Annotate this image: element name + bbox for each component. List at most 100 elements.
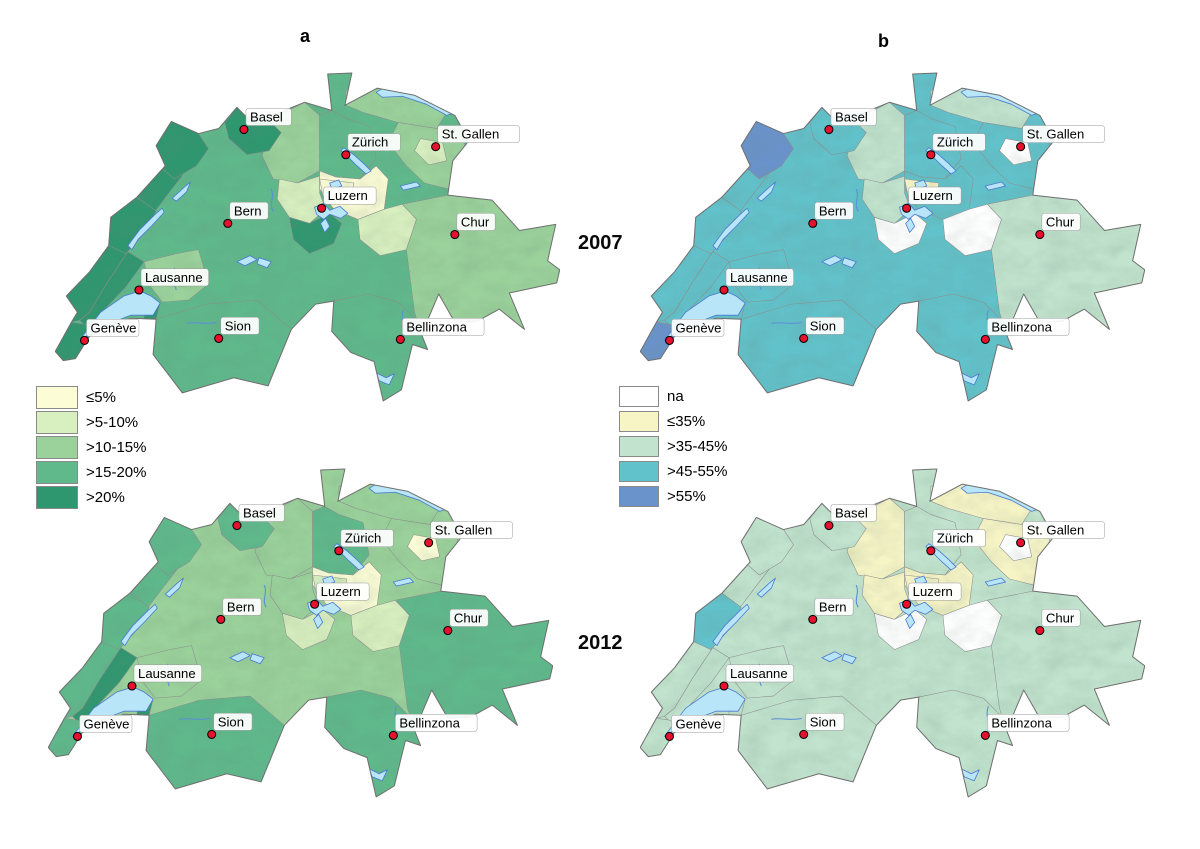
city-markers: Basel Zürich St. Gallen Luzern Bern Chur Lausa… bbox=[664, 504, 1105, 741]
city-label-box bbox=[932, 529, 986, 547]
city-label-box bbox=[1041, 609, 1081, 627]
city-label-box bbox=[1022, 125, 1105, 143]
legend-row: >35-45% bbox=[619, 435, 727, 458]
city-label: Sion bbox=[218, 714, 244, 729]
city-label-box bbox=[908, 186, 962, 205]
city-label-box bbox=[140, 268, 209, 287]
city-markers: Basel Zürich St. Gallen Luzern Bern Chur Lausa… bbox=[664, 108, 1105, 345]
city-label: Chur bbox=[1046, 610, 1075, 625]
city-label: Bellinzona bbox=[991, 319, 1052, 334]
city-dot bbox=[388, 730, 398, 740]
panel-label-a: a bbox=[300, 26, 311, 46]
city-label: Bellinzona bbox=[399, 715, 460, 730]
city-label: Bellinzona bbox=[406, 319, 467, 334]
city-label: Genève bbox=[676, 320, 722, 335]
city-dot bbox=[719, 285, 729, 295]
city-label-box bbox=[213, 712, 253, 731]
legend-row: >5-10% bbox=[36, 411, 146, 434]
hillshade-texture bbox=[55, 73, 560, 401]
legend-swatch bbox=[36, 411, 78, 434]
legend-swatch bbox=[619, 486, 659, 507]
city-label-box bbox=[245, 108, 292, 126]
city-dot bbox=[902, 599, 912, 609]
city-label-box bbox=[814, 597, 854, 616]
legend-label: >55% bbox=[667, 488, 706, 505]
city-dot bbox=[134, 285, 144, 295]
city-dot bbox=[395, 334, 405, 344]
city-label: Basel bbox=[243, 505, 276, 520]
city-label: Luzern bbox=[328, 188, 368, 203]
city-label-box bbox=[395, 713, 478, 732]
city-label-box bbox=[316, 582, 370, 601]
city-dot bbox=[808, 218, 818, 228]
city-label: Bern bbox=[819, 203, 847, 218]
city-dot bbox=[341, 150, 351, 160]
hillshade-texture bbox=[640, 73, 1145, 401]
city-dot bbox=[980, 730, 990, 740]
city-label-box bbox=[805, 316, 845, 335]
city-label-box bbox=[449, 609, 489, 627]
legend-swatch bbox=[619, 411, 659, 432]
city-dot bbox=[824, 520, 834, 531]
city-dot bbox=[79, 335, 90, 345]
city-label: Sion bbox=[225, 318, 251, 333]
city-dot bbox=[216, 614, 226, 624]
city-dot bbox=[127, 681, 137, 691]
legend-swatch bbox=[619, 386, 659, 407]
city-label-box bbox=[671, 714, 725, 733]
city-label-box bbox=[238, 504, 285, 522]
city-label: Lausanne bbox=[145, 270, 203, 285]
year-label-2007: 2007 bbox=[578, 232, 623, 254]
city-dot bbox=[1035, 229, 1045, 240]
city-label-box bbox=[987, 317, 1070, 336]
city-label: Lausanne bbox=[730, 666, 788, 681]
legend-swatch bbox=[36, 436, 78, 459]
city-label: Bern bbox=[234, 203, 262, 218]
city-dot bbox=[799, 333, 809, 343]
city-markers: Basel Zürich St. Gallen Luzern Bern Chur Lausa… bbox=[79, 108, 520, 345]
city-markers: Basel Zürich St. Gallen Luzern Bern Chur Lausa… bbox=[72, 504, 513, 741]
city-dot bbox=[926, 546, 936, 556]
city-label: Luzern bbox=[321, 584, 361, 599]
city-label: Genève bbox=[84, 716, 130, 731]
city-label-box bbox=[830, 504, 877, 522]
city-dot bbox=[1035, 625, 1045, 636]
city-label-box bbox=[725, 664, 794, 683]
city-label-box bbox=[725, 268, 794, 287]
city-dot bbox=[450, 229, 460, 240]
city-label: Bern bbox=[819, 599, 847, 614]
city-label: Genève bbox=[676, 716, 722, 731]
legend-label: na bbox=[667, 388, 684, 405]
city-label-box bbox=[437, 125, 520, 143]
legend-row: ≤35% bbox=[619, 410, 727, 433]
city-label: Chur bbox=[1046, 214, 1075, 229]
legend-row: >15-20% bbox=[36, 461, 146, 484]
city-dot bbox=[664, 731, 675, 741]
city-dot bbox=[334, 546, 344, 556]
city-label-box bbox=[347, 133, 401, 151]
legend-label: >10-15% bbox=[86, 439, 147, 456]
city-label-box bbox=[1041, 213, 1081, 231]
legend-row: >20% bbox=[36, 486, 146, 509]
map-2012-panel-a: Basel Zürich St. Gallen Luzern Bern Chur Lausa… bbox=[48, 468, 553, 798]
legend-panel-b: na ≤35% >35-45% >45-55% >55% bbox=[619, 385, 727, 510]
hillshade-texture bbox=[640, 469, 1145, 797]
city-dot bbox=[808, 614, 818, 624]
legend-swatch bbox=[619, 436, 659, 457]
hillshade-texture bbox=[48, 469, 553, 797]
city-label-box bbox=[402, 317, 485, 336]
city-label: Basel bbox=[835, 109, 868, 124]
city-dot bbox=[310, 599, 320, 609]
city-label-box bbox=[133, 664, 202, 683]
city-dot bbox=[317, 203, 327, 213]
city-label: Genève bbox=[91, 320, 137, 335]
legend-row: na bbox=[619, 385, 727, 408]
city-dot bbox=[719, 681, 729, 691]
city-label: Zürich bbox=[345, 531, 381, 546]
city-dot bbox=[926, 150, 936, 160]
legend-label: ≤5% bbox=[86, 389, 116, 406]
city-label-box bbox=[805, 712, 845, 731]
city-label-box bbox=[220, 316, 260, 335]
city-dot bbox=[1016, 538, 1026, 548]
legend-label: >45-55% bbox=[667, 463, 728, 480]
